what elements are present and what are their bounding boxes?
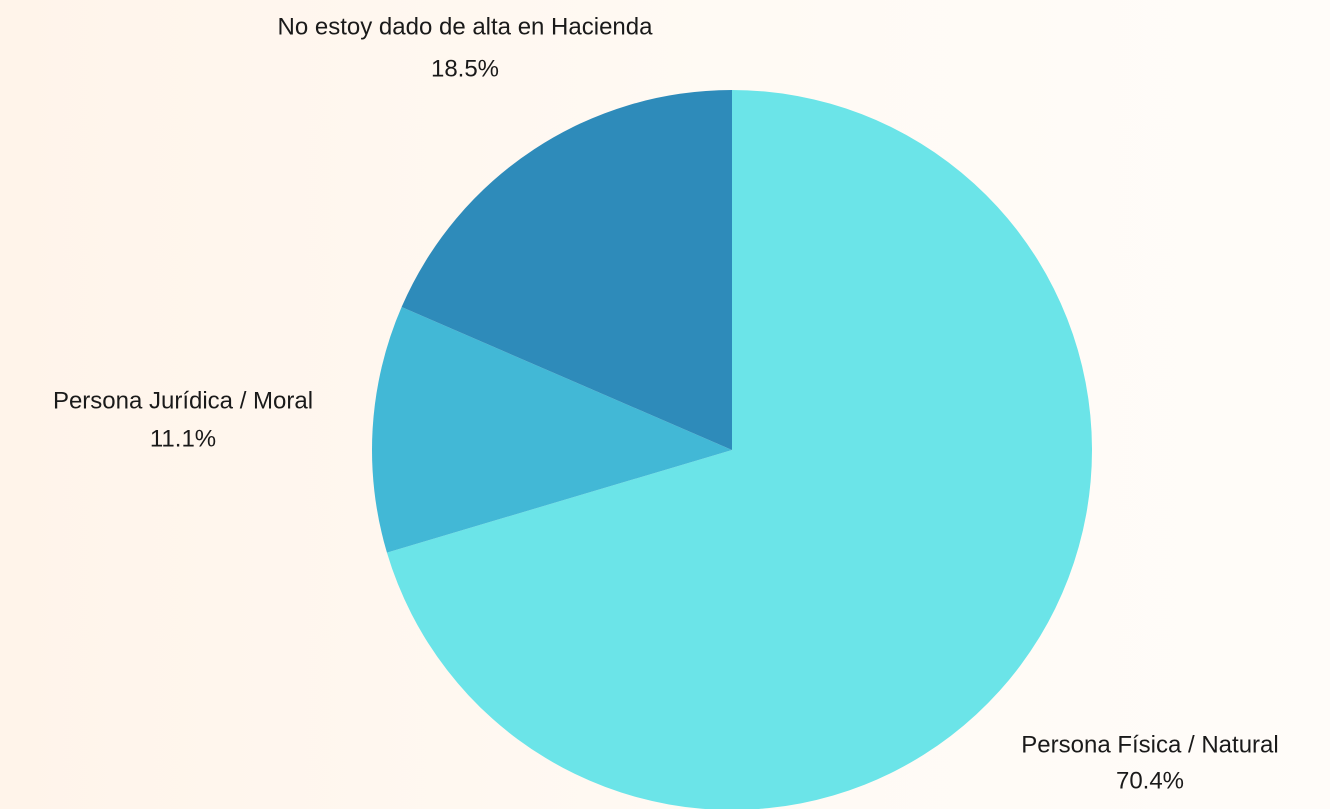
pie-slice (386, 90, 1092, 809)
slice-label: No estoy dado de alta en Hacienda (278, 13, 654, 40)
pie-slice (372, 307, 732, 553)
slice-value-label: 18.5% (431, 55, 499, 82)
slice-label: Persona Física / Natural (1021, 731, 1278, 758)
slice-value-label: 70.4% (1116, 767, 1184, 794)
slice-label: Persona Jurídica / Moral (53, 387, 313, 414)
slice-value-label: 11.1% (150, 425, 216, 452)
pie-slice (401, 90, 732, 450)
